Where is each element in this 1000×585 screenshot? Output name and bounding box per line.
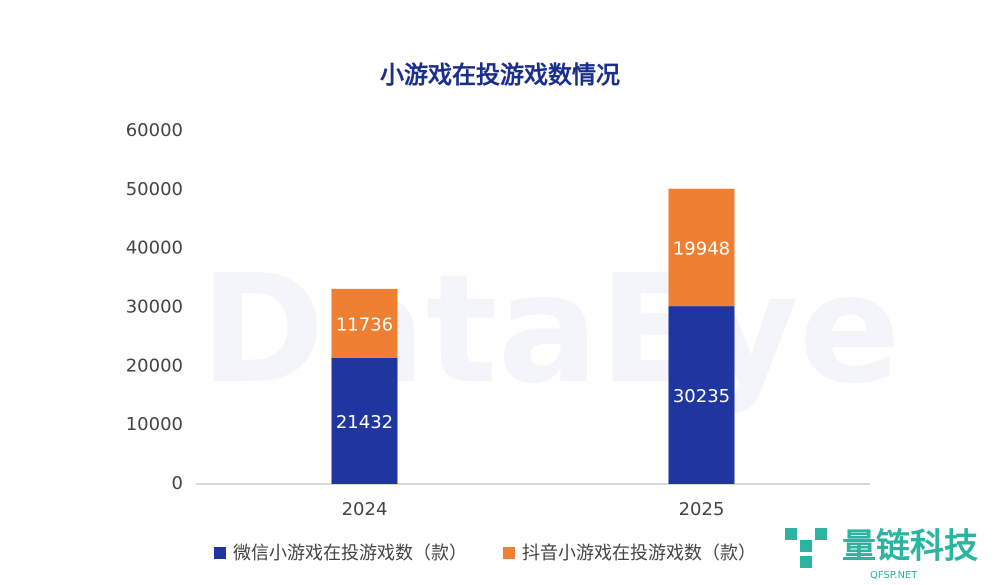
y-tick-label: 10000 <box>126 414 183 435</box>
logo-text: 量链科技 <box>842 527 978 567</box>
logo-icon <box>815 528 827 540</box>
legend-label: 抖音小游戏在投游戏数（款） <box>522 543 756 564</box>
y-tick-label: 20000 <box>126 355 183 376</box>
bar-segment <box>331 288 398 358</box>
data-label: 19948 <box>673 238 730 259</box>
watermark: DataEye <box>200 243 901 417</box>
x-tick-label: 2024 <box>342 499 388 520</box>
y-tick-label: 50000 <box>126 179 183 200</box>
legend-swatch <box>503 547 515 559</box>
legend-label: 微信小游戏在投游戏数（款） <box>233 543 467 564</box>
y-tick-label: 30000 <box>126 297 183 318</box>
logo-icon <box>800 556 812 568</box>
logo-subtext: QFSP.NET <box>870 570 918 581</box>
logo-icon <box>785 528 797 540</box>
y-tick-label: 60000 <box>126 120 183 141</box>
chart-title: 小游戏在投游戏数情况 <box>380 61 620 89</box>
legend-swatch <box>214 547 226 559</box>
logo: 量链科技 QFSP.NET <box>785 527 978 581</box>
x-tick-label: 2025 <box>679 499 725 520</box>
bar-segment <box>668 188 735 307</box>
bar-segment <box>331 357 398 484</box>
data-label: 11736 <box>336 314 393 335</box>
data-label: 30235 <box>673 386 730 407</box>
y-tick-label: 0 <box>172 473 183 494</box>
logo-icon <box>800 540 812 552</box>
data-label: 21432 <box>336 412 393 433</box>
y-tick-label: 40000 <box>126 238 183 259</box>
bar-segment <box>668 306 735 484</box>
